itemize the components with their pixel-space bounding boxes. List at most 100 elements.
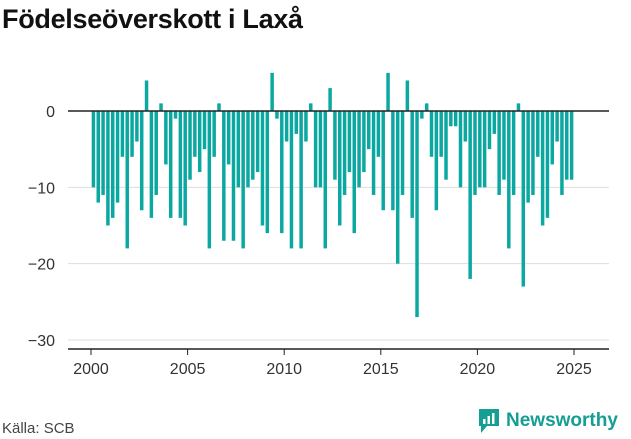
bar <box>531 111 535 195</box>
bar <box>565 111 569 180</box>
bar <box>362 111 366 173</box>
y-tick-label: −10 <box>28 180 55 197</box>
bar <box>434 111 439 211</box>
bar <box>222 111 226 241</box>
bar <box>202 111 207 150</box>
bar <box>338 111 342 226</box>
bar <box>265 111 270 234</box>
bar <box>164 111 168 165</box>
x-tick-label: 2005 <box>170 361 206 378</box>
bar <box>125 111 129 249</box>
bar <box>400 111 405 195</box>
bar <box>473 111 477 195</box>
bar <box>280 111 284 234</box>
y-axis-tick-labels: 0 −10 −20 −30 <box>28 104 55 350</box>
x-tick-label: 2025 <box>556 361 592 378</box>
bar <box>154 111 158 195</box>
bar <box>468 111 472 279</box>
bar <box>168 111 173 218</box>
bar <box>96 111 100 203</box>
bar <box>260 111 265 226</box>
bar <box>173 111 178 119</box>
bar <box>347 111 352 173</box>
bar <box>275 111 279 119</box>
bar <box>497 111 501 195</box>
bar <box>482 111 487 188</box>
bar <box>357 111 361 188</box>
bar <box>511 111 516 195</box>
y-tick-label: −30 <box>28 333 55 350</box>
newsworthy-logo-icon <box>479 409 499 433</box>
bar <box>424 103 429 111</box>
bar <box>115 111 120 203</box>
bar <box>333 111 337 180</box>
bar <box>405 80 410 111</box>
bar <box>183 111 187 226</box>
bar <box>550 111 555 165</box>
bar-chart: 0 −10 −20 −30 2000 2005 2010 2015 2020 2025 <box>28 72 609 378</box>
bar <box>270 72 274 111</box>
brand-name: Newsworthy <box>506 410 618 431</box>
bar <box>318 111 323 188</box>
bar <box>236 111 241 188</box>
bar <box>502 111 506 180</box>
bar <box>251 111 255 180</box>
bar <box>111 111 115 218</box>
bar <box>507 111 511 249</box>
bar <box>241 111 245 249</box>
bar <box>188 111 192 180</box>
bar <box>555 111 559 142</box>
bar <box>135 111 139 142</box>
bar <box>130 111 134 157</box>
bar <box>386 72 390 111</box>
bar <box>207 111 212 249</box>
bar <box>304 111 308 142</box>
bar <box>323 111 327 249</box>
brand-logo: Newsworthy <box>478 408 618 434</box>
bar <box>366 111 371 150</box>
bar <box>299 111 303 249</box>
bar <box>178 111 183 218</box>
bar <box>139 111 144 211</box>
x-tick-label: 2015 <box>363 361 399 378</box>
x-tick-label: 2000 <box>73 361 109 378</box>
bar <box>352 111 356 234</box>
bars <box>91 72 574 318</box>
bar <box>212 111 216 157</box>
bar <box>521 111 526 287</box>
bar <box>536 111 540 157</box>
bar <box>487 111 492 150</box>
bar <box>391 111 395 211</box>
bar <box>309 103 313 111</box>
bar <box>231 111 236 241</box>
bar <box>197 111 202 173</box>
bar <box>540 111 545 226</box>
chart-title: Födelseöverskott i Laxå <box>2 4 303 34</box>
bar <box>226 111 231 165</box>
bar <box>560 111 564 195</box>
bar <box>101 111 105 195</box>
bar <box>294 111 299 134</box>
bar <box>569 111 574 180</box>
bar <box>91 111 96 188</box>
bar <box>149 111 154 218</box>
bar <box>410 111 414 218</box>
bar <box>289 111 294 249</box>
bar <box>217 103 221 111</box>
bar <box>376 111 381 157</box>
bar <box>439 111 443 157</box>
bar <box>545 111 550 218</box>
bar <box>420 111 424 119</box>
y-tick-label: 0 <box>46 104 55 121</box>
bar <box>246 111 250 188</box>
bar <box>193 111 197 157</box>
bar <box>342 111 347 195</box>
bar <box>371 111 376 195</box>
bar <box>526 111 530 203</box>
bar <box>328 88 332 111</box>
bar <box>444 111 448 180</box>
bar <box>463 111 468 142</box>
bar <box>453 111 458 127</box>
bar <box>415 111 419 318</box>
source-note: Källa: SCB <box>2 420 75 437</box>
